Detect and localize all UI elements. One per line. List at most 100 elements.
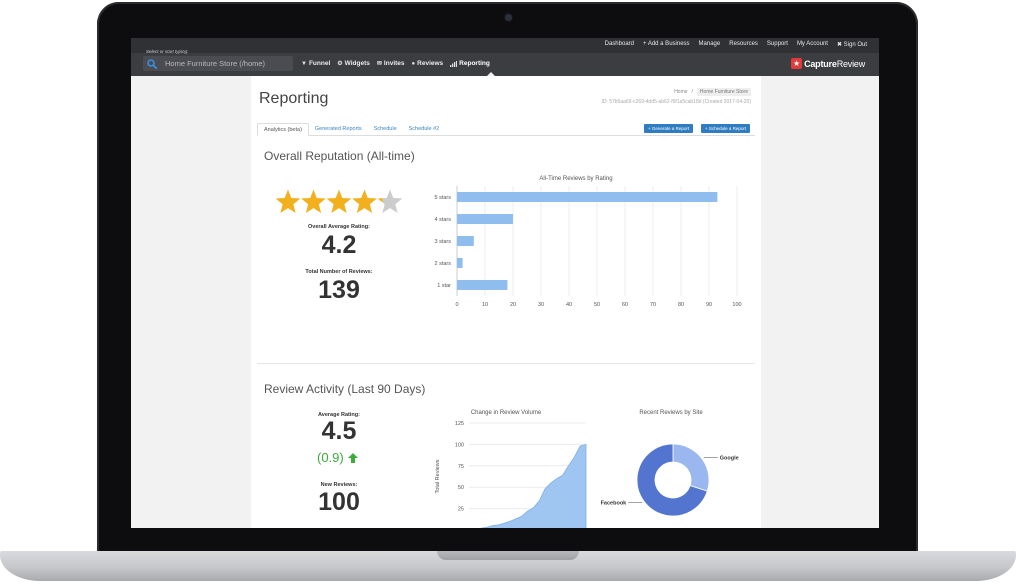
breadcrumb-current: Home Furniture Store	[696, 88, 751, 96]
nav-reporting-label: Reporting	[459, 60, 490, 67]
tab-generated-reports[interactable]: Generated Reports	[314, 126, 362, 132]
new-reviews-value: 100	[318, 488, 360, 516]
x-tick-label: 40	[566, 302, 572, 308]
breadcrumb: Home / Home Furniture Store	[674, 88, 751, 96]
x-tick-label: 70	[650, 302, 656, 308]
y-tick-label: 100	[455, 442, 464, 448]
account-links: Dashboard + Add a Business Manage Resour…	[605, 41, 867, 48]
rating-change: (0.9)	[317, 450, 359, 465]
y-tick-label: 25	[458, 507, 464, 513]
page-title: Reporting	[259, 90, 329, 107]
reviews-by-rating-title: All-Time Reviews by Rating	[539, 176, 613, 182]
nav-invites[interactable]: ✉ Invites	[377, 60, 405, 67]
bar	[457, 214, 513, 224]
bar	[457, 280, 508, 290]
camera-dot	[505, 14, 512, 21]
speech-bubble-icon: ●	[411, 60, 416, 67]
logo-bold: Capture	[804, 58, 837, 69]
star-icon	[352, 189, 377, 214]
gear-icon: ⚙	[337, 61, 343, 67]
laptop-notch	[437, 551, 579, 560]
arrow-up-icon	[347, 452, 358, 463]
bar	[457, 258, 463, 268]
envelope-icon: ✉	[376, 61, 382, 67]
x-tick-label: 20	[510, 302, 516, 308]
logo-light: Review	[836, 58, 866, 69]
schedule-report-button[interactable]: + Schedule a Report	[701, 124, 751, 133]
screen: Dashboard + Add a Business Manage Resour…	[131, 38, 879, 528]
y-tick-label: 50	[458, 485, 464, 491]
business-select-label: Select or start typing:	[146, 49, 189, 54]
x-tick-label: 10	[482, 302, 488, 308]
main-nav: ▼ Funnel ⚙ Widgets ✉ Invites ● Reviews	[301, 60, 490, 67]
report-page: Reporting Home / Home Furniture Store ID…	[251, 76, 761, 528]
category-label: 4 stars	[434, 217, 451, 223]
capturereview-logo[interactable]: ★ CaptureReview	[791, 58, 865, 69]
activity-section-title: Review Activity (Last 90 Days)	[264, 382, 426, 396]
nav-invites-label: Invites	[383, 60, 405, 67]
report-tabs: Analytics (beta) Generated Reports Sched…	[257, 123, 755, 136]
account-links-bar	[131, 38, 879, 53]
reviews-by-rating-chart: 0 10 20 30 40 50 60 70 80 90 100 5 stars 4 stars 3 st…	[434, 186, 742, 308]
category-label: 3 stars	[434, 239, 451, 245]
activity-average-label: Average Rating:	[318, 412, 360, 418]
manage-link[interactable]: Manage	[698, 41, 721, 47]
breadcrumb-home[interactable]: Home	[674, 89, 688, 95]
nav-widgets-label: Widgets	[344, 60, 370, 67]
my-account-link[interactable]: My Account	[796, 41, 828, 47]
star-badge-icon: ★	[791, 58, 803, 69]
x-tick-label: 90	[706, 302, 712, 308]
slice-label: Facebook	[601, 500, 628, 506]
sign-out-link[interactable]: ✖ Sign Out	[836, 42, 867, 48]
overall-average-label: Overall Average Rating:	[308, 224, 370, 230]
recent-reviews-by-site-title: Recent Reviews by Site	[639, 410, 703, 416]
funnel-icon: ▼	[301, 60, 307, 67]
review-volume-title: Change in Review Volume	[470, 410, 542, 416]
x-tick-label: 50	[594, 302, 600, 308]
activity-average-value: 4.5	[321, 417, 357, 445]
total-reviews-value: 139	[318, 276, 360, 304]
support-link[interactable]: Support	[766, 41, 788, 47]
donut-slice	[672, 443, 710, 492]
nav-funnel-label: Funnel	[308, 60, 331, 67]
star-icon	[275, 189, 301, 214]
search-value: Home Furniture Store (/home)	[165, 59, 266, 68]
bar	[457, 192, 718, 202]
dashboard-link[interactable]: Dashboard	[604, 41, 634, 47]
nav-reviews-label: Reviews	[417, 60, 444, 67]
business-search-input[interactable]: Home Furniture Store (/home)	[143, 56, 293, 71]
nav-reviews[interactable]: ● Reviews	[412, 60, 444, 67]
x-tick-label: 60	[622, 302, 628, 308]
bar	[457, 236, 474, 246]
slice-label: Google	[720, 456, 739, 462]
y-tick-label: 125	[455, 421, 464, 427]
star-icon	[377, 189, 403, 214]
category-label: 2 stars	[434, 261, 451, 267]
active-nav-caret	[487, 72, 495, 76]
add-business-link[interactable]: + Add a Business	[643, 41, 690, 47]
new-reviews-label: New Reviews:	[320, 482, 358, 488]
donut-slice	[636, 443, 708, 517]
reviews-by-site-donut: Google Facebook	[601, 443, 739, 517]
rating-change-value: (0.9)	[317, 450, 344, 465]
nav-widgets[interactable]: ⚙ Widgets	[337, 60, 370, 67]
x-tick-label: 80	[678, 302, 684, 308]
review-volume-chart: 0255075100125May '17Jun '17Jul '17Total …	[435, 421, 587, 528]
tab-schedule-2[interactable]: Schedule #2	[408, 126, 440, 132]
x-tick-label: 100	[732, 302, 741, 308]
star-icon	[326, 189, 352, 214]
x-tick-label: 0	[455, 302, 458, 308]
generate-report-button[interactable]: + Generate a Report	[644, 124, 694, 133]
overall-section-title: Overall Reputation (All-time)	[264, 149, 415, 163]
y-tick-label: 75	[458, 464, 464, 470]
tab-schedule[interactable]: Schedule	[373, 126, 397, 132]
resources-link[interactable]: Resources	[729, 41, 758, 47]
area-series	[479, 443, 587, 528]
nav-funnel[interactable]: ▼ Funnel	[301, 60, 330, 67]
logo-wordmark: CaptureReview	[804, 59, 865, 69]
bar-chart-icon	[450, 60, 458, 67]
category-label: 1 star	[437, 283, 451, 289]
nav-reporting[interactable]: Reporting	[450, 60, 490, 67]
tab-analytics[interactable]: Analytics (beta)	[257, 123, 309, 136]
category-label: 5 stars	[434, 195, 451, 201]
